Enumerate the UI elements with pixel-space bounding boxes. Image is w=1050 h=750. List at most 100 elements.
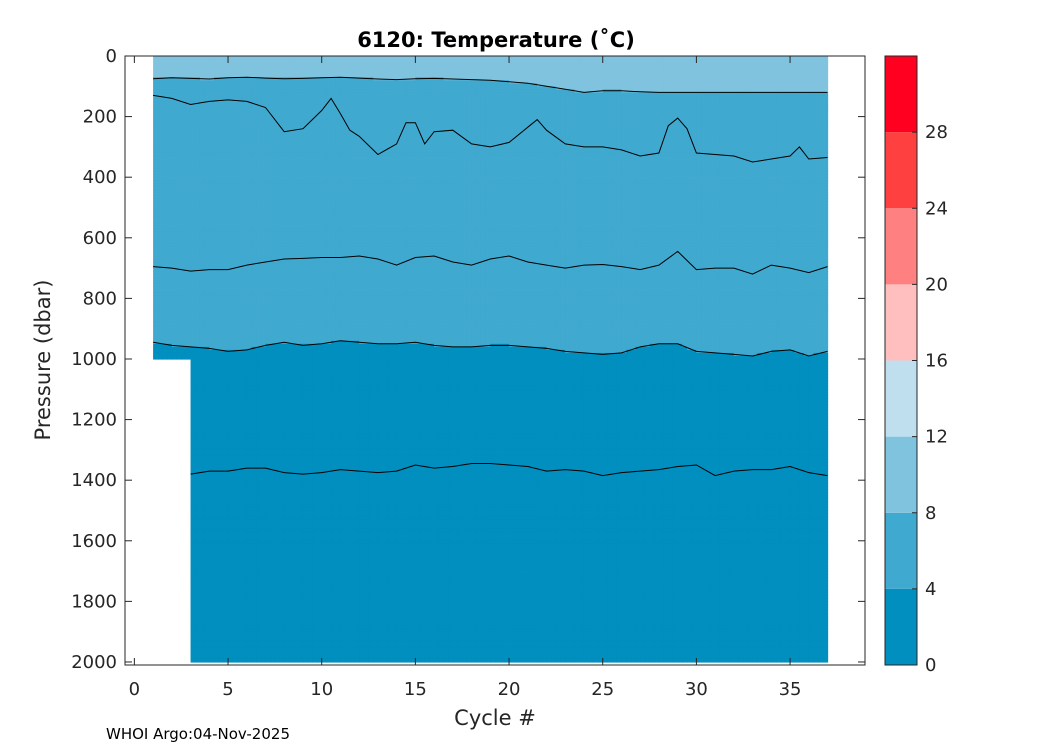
heatmap-cell [228,525,234,530]
heatmap-cell [185,162,192,166]
heatmap-cell [218,155,224,160]
heatmap-cell [218,331,224,336]
heatmap-cell [195,410,201,415]
heatmap-cell [246,655,253,660]
heatmap-cell [213,119,220,124]
heatmap-cell [204,519,210,524]
heatmap-cell [204,440,210,445]
heatmap-cell [237,125,243,130]
heatmap-cell [171,95,178,100]
heatmap-cell [190,431,196,436]
heatmap-cell [232,265,239,269]
heatmap-cell [195,174,201,178]
heatmap-cell [190,568,196,572]
heatmap-cell [185,319,192,324]
heatmap-cell [228,283,234,287]
heatmap-cell [232,101,239,106]
heatmap-cell [176,171,182,175]
heatmap-cell [232,86,239,90]
heatmap-cell [237,207,243,212]
heatmap-cell [242,592,248,596]
heatmap-cell [223,255,229,260]
heatmap-cell [171,183,178,187]
heatmap-cell [237,580,243,584]
heatmap-cell [199,225,206,230]
heatmap-cell [237,413,243,418]
heatmap-cell [181,56,187,60]
heatmap-cell [190,655,196,660]
heatmap-cell [190,574,196,578]
heatmap-cell [199,558,206,563]
heatmap-cell [167,195,173,200]
heatmap-cell [162,174,168,178]
heatmap-cell [195,565,201,569]
heatmap-cell [213,422,220,427]
heatmap-cell [232,252,239,257]
heatmap-cell [171,119,178,124]
heatmap-cell [232,243,239,248]
heatmap-cell [185,304,192,309]
heatmap-cell [213,259,220,263]
heatmap-cell [213,149,220,154]
heatmap-cell [181,125,187,130]
heatmap-cell [223,398,229,403]
heatmap-cell [157,180,164,184]
heatmap-cell [213,152,220,157]
heatmap-cell [162,180,168,184]
heatmap-cell [209,452,215,457]
heatmap-cell [199,455,206,460]
heatmap-cell [181,265,187,269]
heatmap-cell [204,471,210,475]
heatmap-cell [209,325,215,330]
heatmap-cell [167,225,173,230]
heatmap-cell [171,249,178,254]
heatmap-cell [181,83,187,87]
heatmap-cell [237,243,243,248]
heatmap-cell [190,186,196,190]
heatmap-cell [223,213,229,218]
heatmap-cell [153,225,159,230]
heatmap-cell [213,401,220,406]
heatmap-cell [195,131,201,136]
heatmap-cell [204,431,210,436]
heatmap-cell [237,519,243,524]
heatmap-cell [195,189,201,193]
heatmap-cell [171,298,178,303]
heatmap-cell [228,92,234,96]
heatmap-cell [228,316,234,321]
heatmap-cell [242,540,248,545]
heatmap-cell [167,101,173,106]
heatmap-cell [232,437,239,442]
heatmap-cell [213,243,220,248]
heatmap-cell [223,655,229,660]
heatmap-cell [204,643,210,648]
heatmap-cell [232,462,239,466]
heatmap-cell [157,304,164,309]
heatmap-cell [195,525,201,530]
heatmap-cell [228,501,234,506]
heatmap-cell [209,510,215,515]
heatmap-cell [185,149,192,154]
heatmap-cell [176,56,182,60]
heatmap-cell [153,310,159,315]
heatmap-cell [237,143,243,148]
heatmap-cell [218,374,224,378]
heatmap-cell [242,416,248,421]
heatmap-cell [181,119,187,124]
heatmap-cell [232,440,239,445]
heatmap-cell [232,386,239,390]
heatmap-cell [190,492,196,496]
heatmap-cell [223,140,229,145]
heatmap-cell [190,177,196,181]
heatmap-cell [185,349,192,354]
heatmap-cell [237,377,243,381]
heatmap-cell [199,271,206,275]
heatmap-cell [237,625,243,630]
heatmap-cell [213,480,220,484]
heatmap-cell [185,183,192,187]
heatmap-cell [218,252,224,257]
heatmap-cell [232,383,239,387]
heatmap-cell [167,59,173,63]
heatmap-cell [228,62,234,66]
heatmap-cell [209,89,215,93]
